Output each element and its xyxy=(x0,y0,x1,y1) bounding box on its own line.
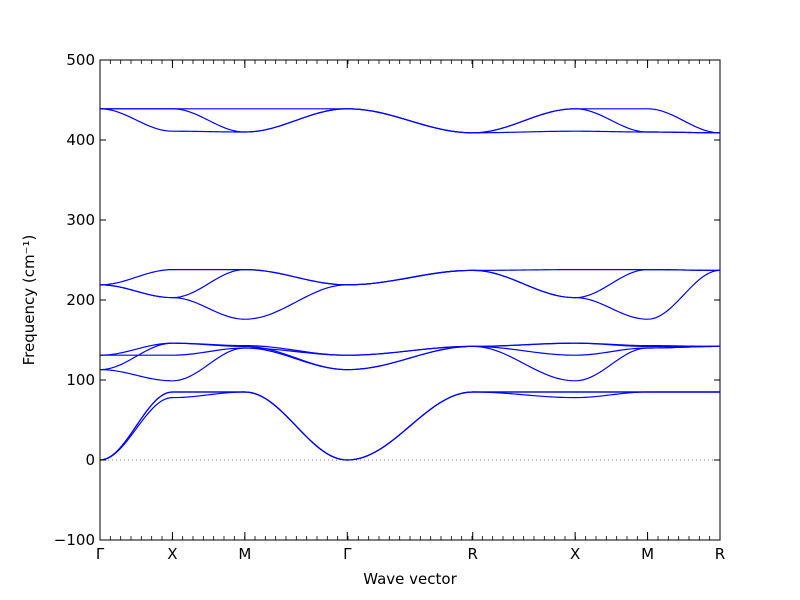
x-axis-label: Wave vector xyxy=(363,570,457,588)
band-line-3 xyxy=(99,391,720,461)
ticks-layer: −100 0 100 200 300 400 500 Γ X M Γ R X M R xyxy=(54,51,725,563)
band-line-13 xyxy=(100,108,721,134)
y-tick-label: 500 xyxy=(66,51,95,69)
x-tick-label: Γ xyxy=(343,545,352,563)
band-line-10 xyxy=(99,269,720,286)
x-tick-label: X xyxy=(570,545,580,563)
band-line-7 xyxy=(99,342,720,356)
x-tick-label: M xyxy=(238,545,251,563)
band-line-4 xyxy=(99,345,720,382)
x-tick-label: R xyxy=(468,545,478,563)
band-line-5 xyxy=(99,342,720,371)
y-tick-label: 400 xyxy=(66,131,95,149)
y-tick-label: 100 xyxy=(66,371,95,389)
y-axis-label: Frequency (cm⁻¹) xyxy=(20,235,38,366)
x-tick-label: M xyxy=(641,545,654,563)
y-tick-label: 0 xyxy=(85,451,95,469)
x-tick-label: X xyxy=(167,545,177,563)
y-tick-label: 200 xyxy=(66,291,95,309)
bands-layer xyxy=(99,108,721,461)
x-tick-label: R xyxy=(715,545,725,563)
plot-frame xyxy=(99,59,721,541)
x-tick-label: Γ xyxy=(96,545,105,563)
y-tick-label: 300 xyxy=(66,211,95,229)
band-line-9 xyxy=(99,268,720,299)
y-tick-label: −100 xyxy=(54,531,95,549)
